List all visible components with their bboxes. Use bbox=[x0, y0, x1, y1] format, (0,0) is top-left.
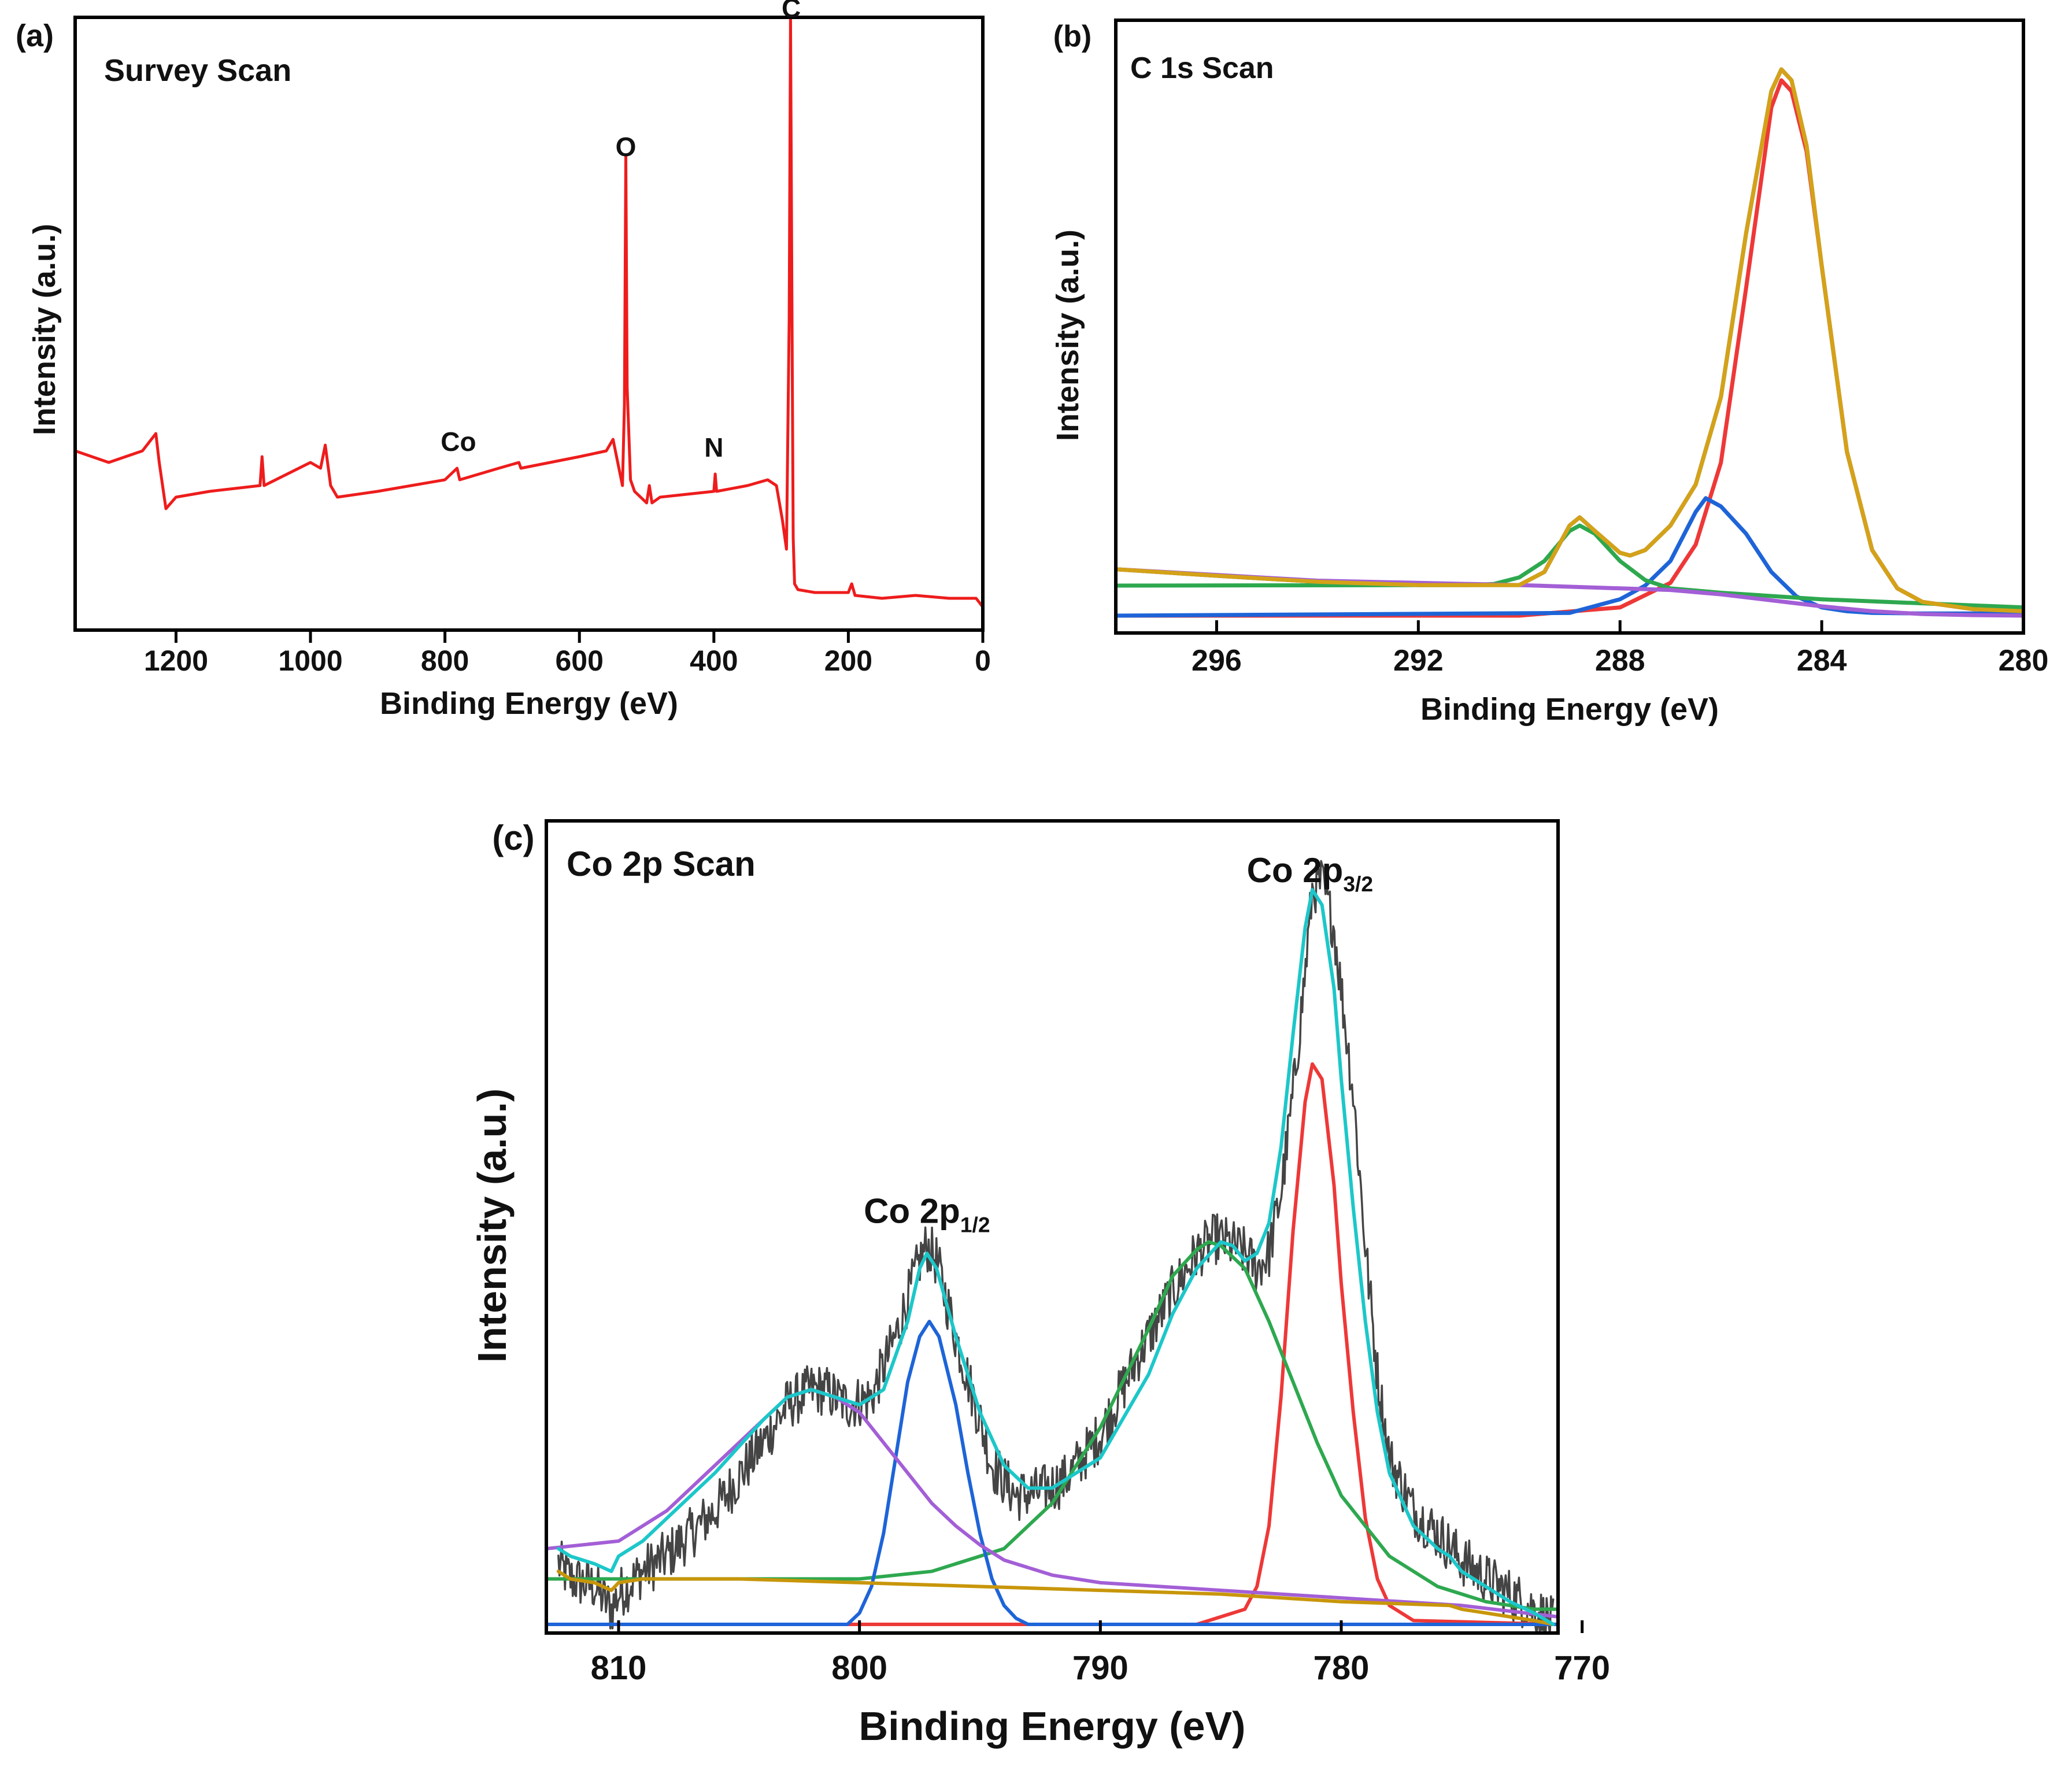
series-group bbox=[546, 860, 1558, 1633]
x-tick-label: 810 bbox=[591, 1649, 647, 1687]
x-tick-label: 296 bbox=[1192, 644, 1242, 677]
plot-frame bbox=[545, 819, 1560, 1635]
peak-annotation-subscript: 1/2 bbox=[960, 1213, 990, 1237]
y-axis-label: Intensity (a.u.) bbox=[1050, 229, 1085, 441]
peak-annotation: C bbox=[782, 0, 801, 23]
chart-panel-1: 1200 1000 800 600 400 200 0 Binding Energy (eV)… bbox=[16, 0, 991, 721]
x-tick-label: 800 bbox=[831, 1649, 887, 1687]
series-line-peak-781-2-ev bbox=[546, 1062, 1558, 1626]
x-tick-label: 1000 bbox=[278, 645, 342, 677]
plot-frame bbox=[1114, 18, 2025, 635]
chart-title: Survey Scan bbox=[104, 53, 291, 88]
series-line-peak-286-3-ev bbox=[1116, 496, 2023, 618]
panel-label: (b) bbox=[1053, 20, 1092, 53]
x-axis-label: Binding Energy (eV) bbox=[380, 686, 678, 721]
series-group bbox=[1116, 67, 2023, 618]
peak-annotation: Co bbox=[441, 427, 476, 457]
x-tick-label: 284 bbox=[1797, 644, 1847, 677]
x-tick-label: 400 bbox=[690, 645, 738, 677]
y-axis-label: Intensity (a.u.) bbox=[27, 224, 62, 435]
series-line-peak-797-1-ev bbox=[546, 1320, 1558, 1626]
peak-annotation-main: Co 2p bbox=[1247, 851, 1344, 890]
series-line-background bbox=[556, 1569, 1555, 1626]
x-tick-label: 292 bbox=[1393, 644, 1444, 677]
series-line-survey bbox=[75, 17, 983, 609]
chart-title: Co 2p Scan bbox=[567, 845, 756, 883]
y-axis-label: Intensity (a.u.) bbox=[469, 1089, 515, 1363]
x-axis-label: Binding Energy (eV) bbox=[1420, 692, 1719, 727]
x-tick-label: 600 bbox=[556, 645, 604, 677]
peak-annotation: O bbox=[616, 132, 637, 162]
series-line-peak-288-8-ev bbox=[1116, 523, 2023, 610]
series-line-envelope bbox=[1116, 67, 2023, 613]
x-tick-label: 280 bbox=[1999, 644, 2049, 677]
panel-label: (c) bbox=[492, 819, 534, 857]
series-line-peak-802-ev bbox=[546, 1387, 1558, 1619]
x-tick-label: 200 bbox=[824, 645, 872, 677]
series-line-peak-785-8-ev bbox=[546, 1240, 1558, 1611]
x-tick-label: 800 bbox=[421, 645, 469, 677]
x-tick-label: 790 bbox=[1072, 1649, 1128, 1687]
x-axis-label: Binding Energy (eV) bbox=[859, 1704, 1246, 1749]
peak-annotation-subscript: 3/2 bbox=[1343, 872, 1373, 896]
x-tick-label: 1200 bbox=[144, 645, 208, 677]
chart-panel-3: 810 800 790 780 770 Binding Energy (eV) Intens… bbox=[469, 819, 1610, 1749]
series-line-peak-284-8-ev bbox=[1116, 78, 2023, 618]
x-tick-label: 780 bbox=[1314, 1649, 1370, 1687]
x-tick-label: 770 bbox=[1554, 1649, 1610, 1687]
series-line-raw bbox=[557, 860, 1555, 1633]
chart-title: C 1s Scan bbox=[1130, 51, 1274, 85]
chart-panel-2: 296 292 288 284 280 Binding Energy (eV) Intens… bbox=[1050, 18, 2049, 727]
panel-label: (a) bbox=[16, 18, 54, 53]
plot-frame bbox=[73, 16, 985, 632]
peak-annotation: Co 2p3/2 bbox=[1247, 851, 1373, 896]
series-line-envelope bbox=[556, 888, 1555, 1626]
peak-annotation-main: Co 2p bbox=[864, 1192, 960, 1231]
x-tick-label: 288 bbox=[1595, 644, 1645, 677]
x-tick-label: 0 bbox=[975, 645, 991, 677]
peak-annotation: Co 2p1/2 bbox=[864, 1192, 990, 1237]
series-group bbox=[75, 17, 983, 609]
peak-annotation: N bbox=[704, 432, 723, 462]
